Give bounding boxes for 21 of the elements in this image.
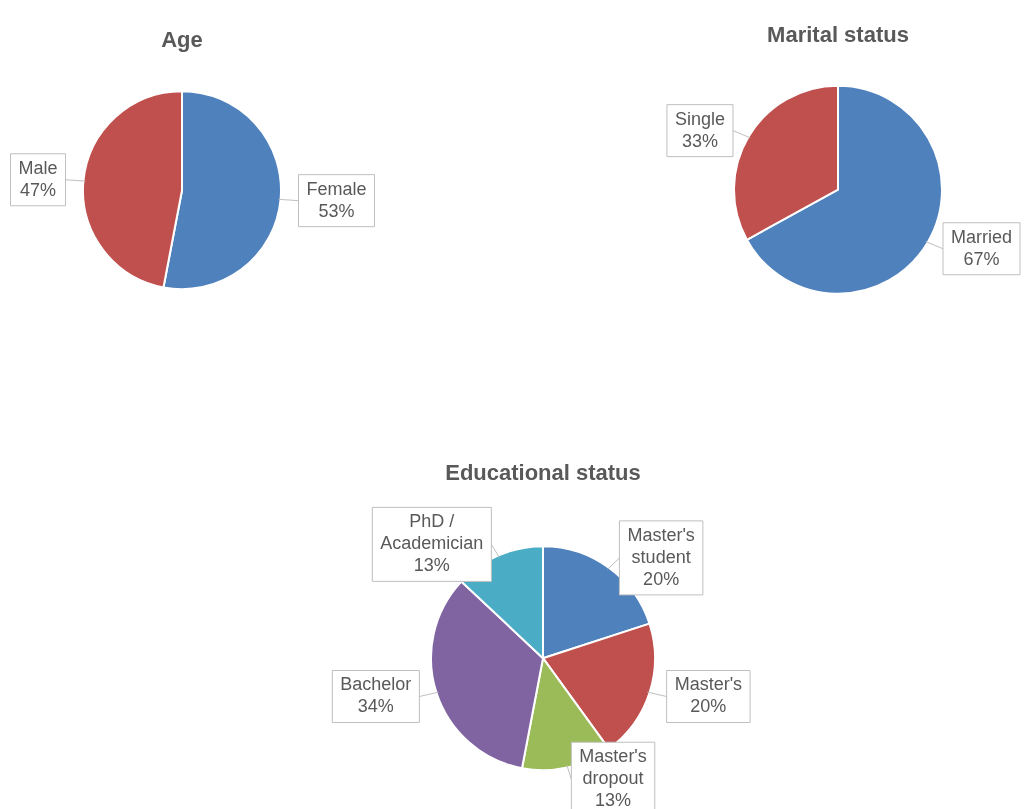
data-label: 67% (963, 248, 1000, 269)
chart-title: Educational status (445, 460, 641, 486)
slice-label: Single (674, 108, 725, 129)
slice-label: Bachelor (340, 674, 412, 695)
chart-title: Marital status (767, 22, 909, 48)
data-label: 53% (318, 200, 355, 221)
data-label: 13% (413, 555, 450, 576)
data-label: 47% (20, 179, 57, 200)
slice-label: PhD / Academician (380, 511, 484, 554)
data-label: 34% (357, 696, 394, 717)
slice-label: Master's dropout (579, 746, 647, 789)
data-label: 33% (681, 130, 718, 151)
slice-label: Male (18, 157, 58, 178)
data-label: 20% (690, 696, 727, 717)
data-label: 13% (595, 790, 632, 809)
slice-label: Married (951, 226, 1013, 247)
slice-label: Female (306, 178, 367, 199)
chart-title: Age (161, 27, 203, 53)
slice-label: Master's (674, 674, 743, 695)
data-label: 20% (643, 568, 680, 589)
slice-label: Master's student (627, 524, 695, 567)
